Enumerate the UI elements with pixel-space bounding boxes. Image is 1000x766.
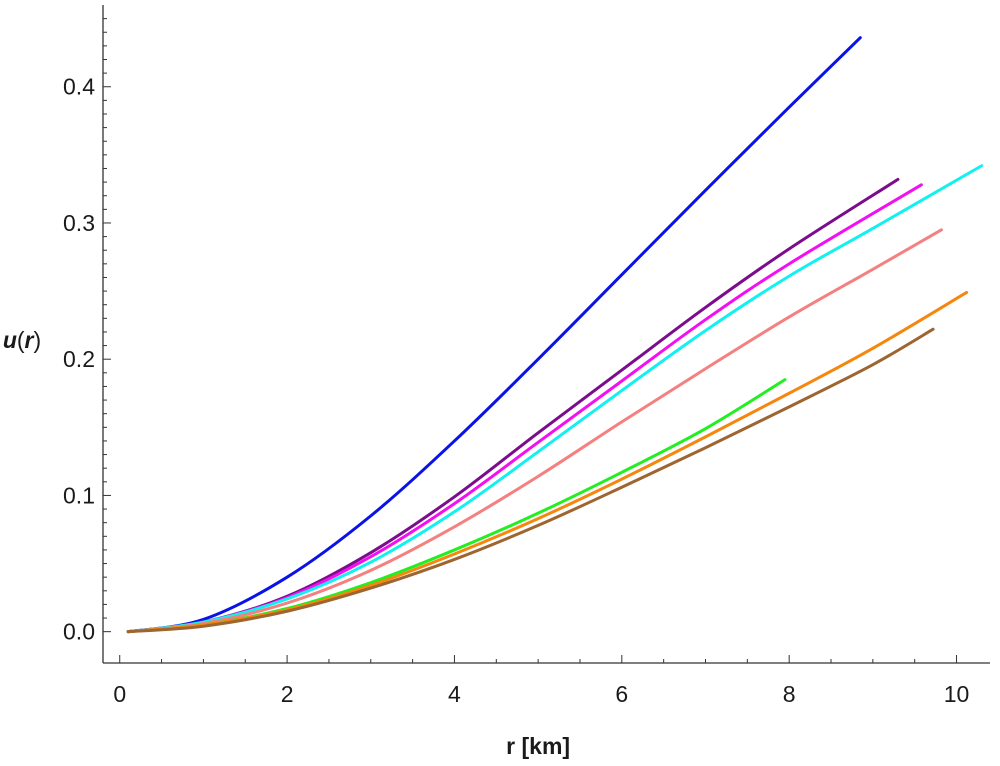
y-tick-label: 0.3 xyxy=(63,210,95,236)
series-line-2 xyxy=(126,177,900,634)
x-tick-label: 0 xyxy=(113,681,126,707)
y-axis-title-main: u xyxy=(3,327,17,353)
y-tick-label: 0.0 xyxy=(63,619,95,645)
y-tick-label: 0.4 xyxy=(63,74,95,100)
x-tick-label: 10 xyxy=(944,681,970,707)
y-axis-title-var: r xyxy=(25,327,35,353)
series-line-5 xyxy=(126,228,943,634)
x-tick-label: 4 xyxy=(448,681,461,707)
axes xyxy=(102,5,990,664)
series-line-1 xyxy=(126,36,862,634)
series-lines xyxy=(126,36,984,634)
y-axis-title: u(r) xyxy=(3,327,41,353)
series-line-4 xyxy=(126,164,984,634)
x-tick-label: 2 xyxy=(281,681,294,707)
y-tick-label: 0.1 xyxy=(63,482,95,508)
x-tick-label: 6 xyxy=(615,681,628,707)
y-axis-title-paren-close: ) xyxy=(34,327,42,353)
x-tick-label: 8 xyxy=(783,681,796,707)
y-axis-title-paren-open: ( xyxy=(17,327,25,353)
series-line-6 xyxy=(126,378,787,634)
axis-ticks: 0 2 4 6 8 10 0.0 0.1 0.2 0.3 0.4 xyxy=(63,18,970,707)
series-line-7 xyxy=(126,290,969,634)
series-line-3 xyxy=(126,183,923,634)
x-axis-title: r [km] xyxy=(506,733,570,759)
y-tick-label: 0.2 xyxy=(63,346,95,372)
series-line-8 xyxy=(126,327,935,634)
